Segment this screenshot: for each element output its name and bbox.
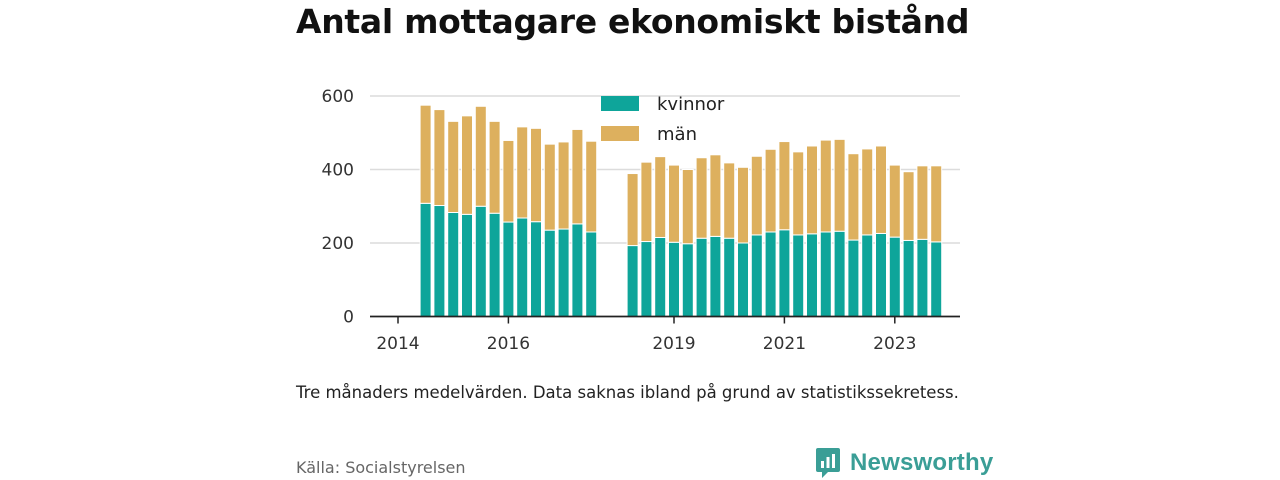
bar-män	[764, 148, 777, 233]
bar-kvinnor	[833, 230, 846, 318]
brand-logo[interactable]: Newsworthy	[814, 446, 993, 480]
chart-title: Antal mottagare ekonomiskt bistånd	[296, 2, 970, 41]
bar-män	[902, 171, 915, 241]
x-tick-label: 2023	[873, 334, 916, 354]
bar-kvinnor	[447, 211, 460, 317]
bar-män	[737, 166, 749, 244]
bar-kvinnor	[668, 241, 680, 317]
bar-män	[557, 141, 570, 230]
bar-kvinnor	[640, 241, 653, 317]
bar-män	[861, 148, 874, 236]
bar-kvinnor	[861, 234, 874, 317]
x-tick-label: 2019	[652, 334, 695, 354]
y-tick-label: 0	[343, 308, 354, 328]
bar-män	[461, 115, 473, 215]
y-tick-label: 600	[322, 87, 354, 107]
bar-series	[419, 104, 943, 318]
x-tick-label: 2014	[376, 334, 419, 354]
bar-män	[723, 162, 736, 239]
bar-kvinnor	[709, 235, 722, 317]
bar-män	[750, 155, 763, 236]
bar-män	[640, 161, 653, 243]
bar-män	[709, 154, 722, 237]
stacked-bar-chart: 0 200 400 600 2014 2016 2019 2021 2023 kvinnor m…	[322, 87, 960, 354]
bar-män	[819, 139, 832, 233]
bar-kvinnor	[543, 229, 556, 317]
bar-män	[875, 145, 887, 234]
legend-swatch-kvinnor	[601, 96, 639, 111]
bar-kvinnor	[571, 223, 584, 317]
bar-män	[516, 126, 529, 219]
bar-män	[654, 156, 667, 238]
bar-män	[888, 164, 901, 238]
y-tick-label: 200	[322, 234, 354, 254]
bar-kvinnor	[930, 241, 943, 318]
bar-kvinnor	[806, 233, 818, 317]
legend: kvinnor män	[601, 94, 725, 145]
bar-män	[681, 169, 694, 245]
bar-män	[585, 140, 598, 233]
bar-kvinnor	[474, 205, 487, 317]
bar-kvinnor	[902, 239, 915, 318]
legend-swatch-män	[601, 126, 639, 141]
bar-kvinnor	[516, 217, 529, 317]
x-tick-label: 2021	[763, 334, 806, 354]
chart-note: Tre månaders medelvärden. Data saknas ib…	[296, 383, 959, 402]
bar-män	[447, 120, 460, 213]
bar-kvinnor	[502, 221, 515, 318]
bar-män	[930, 165, 943, 243]
bar-kvinnor	[723, 237, 736, 317]
bar-män	[474, 105, 487, 207]
bar-män	[433, 109, 446, 207]
bar-kvinnor	[737, 242, 749, 317]
y-tick-label: 400	[322, 161, 354, 181]
bar-kvinnor	[681, 243, 694, 317]
bar-män	[502, 139, 515, 223]
bar-kvinnor	[778, 229, 791, 318]
bar-kvinnor	[654, 236, 667, 317]
bar-män	[806, 145, 818, 235]
bar-kvinnor	[695, 237, 708, 317]
bar-kvinnor	[461, 213, 473, 318]
bar-kvinnor	[847, 239, 860, 317]
bar-män	[571, 128, 584, 225]
x-tick-label: 2016	[487, 334, 530, 354]
newsworthy-logo-icon	[816, 448, 840, 478]
bar-kvinnor	[419, 202, 432, 317]
bar-kvinnor	[433, 205, 446, 317]
bar-män	[543, 143, 556, 231]
bar-män	[847, 153, 860, 241]
bar-män	[695, 157, 708, 239]
bar-män	[488, 120, 501, 214]
bar-kvinnor	[585, 231, 598, 318]
brand-name: Newsworthy	[850, 449, 994, 476]
bar-kvinnor	[764, 231, 777, 318]
bar-kvinnor	[557, 228, 570, 317]
bar-män	[530, 127, 542, 223]
bar-kvinnor	[530, 221, 542, 317]
bar-män	[833, 138, 846, 232]
bar-kvinnor	[888, 236, 901, 317]
bar-kvinnor	[626, 245, 639, 317]
bar-kvinnor	[875, 232, 887, 318]
source-credit: Källa: Socialstyrelsen	[296, 458, 466, 477]
bar-män	[778, 141, 791, 231]
bar-män	[916, 165, 929, 240]
x-axis: 2014 2016 2019 2021 2023	[370, 315, 960, 354]
legend-label-kvinnor: kvinnor	[657, 94, 725, 115]
bar-kvinnor	[750, 234, 763, 317]
bar-män	[626, 173, 639, 247]
y-axis: 0 200 400 600	[322, 87, 354, 328]
bar-kvinnor	[916, 238, 929, 317]
bar-män	[792, 151, 805, 236]
bar-kvinnor	[488, 212, 501, 317]
bar-män	[419, 104, 432, 204]
bar-män	[668, 164, 680, 243]
legend-label-män: män	[657, 124, 697, 145]
bar-kvinnor	[819, 231, 832, 318]
bar-kvinnor	[792, 234, 805, 317]
